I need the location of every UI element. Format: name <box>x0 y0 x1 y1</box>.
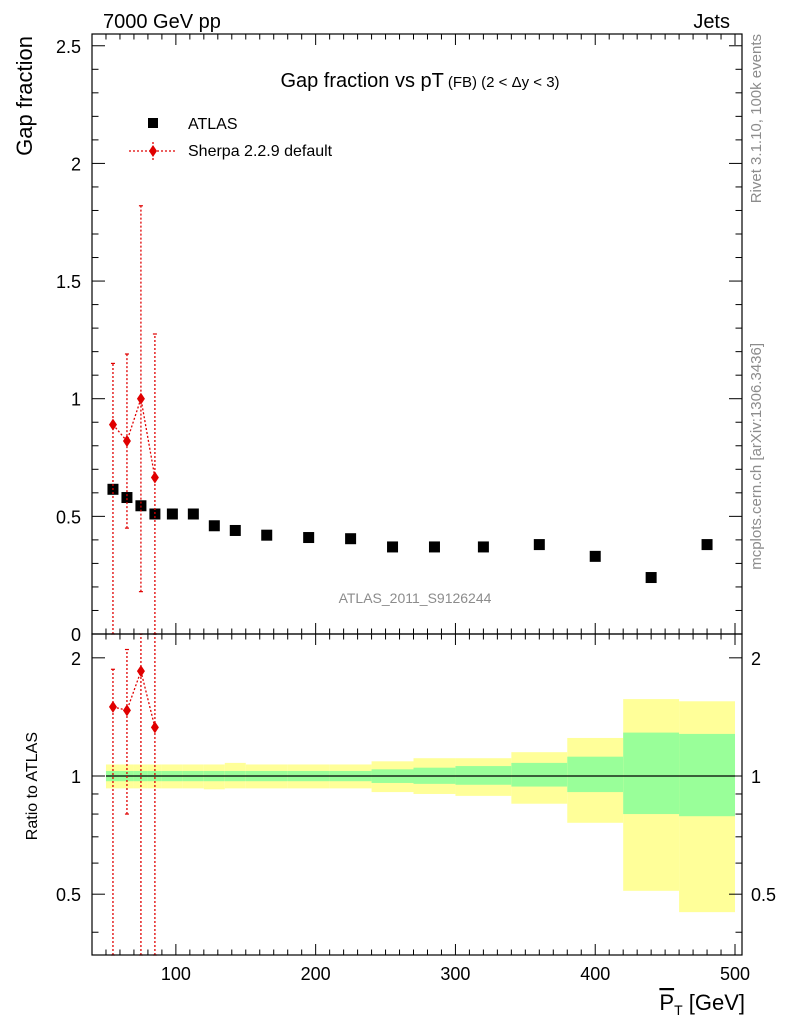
ratio-band-inner <box>567 756 624 793</box>
main-ytick-label: 0 <box>71 625 81 645</box>
ratio-xtick-label: 500 <box>720 964 750 984</box>
xlabel-subscript: T <box>674 1002 683 1018</box>
atlas-point <box>345 533 357 545</box>
sherpa-ratio-point <box>150 721 159 734</box>
ratio-panel: 100 200 300 400 500 0.5 0.5 1 1 2 2 <box>56 633 776 984</box>
legend-sherpa-marker <box>149 145 157 157</box>
atlas-point <box>387 541 399 553</box>
rivet-label: Rivet 3.1.10, 100k events <box>748 34 765 203</box>
ratio-ytick-label-right: 2 <box>751 649 761 669</box>
atlas-point <box>645 572 657 584</box>
legend-atlas-label: ATLAS <box>188 116 238 133</box>
plot-title-sub: (FB) (2 < Δy < 3) <box>448 74 560 91</box>
atlas-point <box>701 539 713 551</box>
xlabel-symbol: P <box>659 990 674 1015</box>
atlas-point <box>208 520 220 532</box>
legend: ATLAS Sherpa 2.2.9 default <box>129 116 333 161</box>
plot-title: Gap fraction vs pT (FB) (2 < Δy < 3) <box>280 70 559 92</box>
main-ytick-label: 1 <box>71 390 81 410</box>
plot-title-main: Gap fraction vs pT <box>280 70 443 92</box>
ratio-ytick-label-right: 1 <box>751 767 761 787</box>
ratio-xtick-label: 300 <box>440 964 470 984</box>
sherpa-point <box>122 435 131 448</box>
ratio-xtick-label: 200 <box>301 964 331 984</box>
ratio-band-inner <box>679 733 736 817</box>
atlas-point <box>477 541 489 553</box>
sherpa-line <box>112 398 156 478</box>
sherpa-point <box>136 392 145 405</box>
atlas-point <box>121 492 133 504</box>
sherpa-ratio-point <box>136 665 145 678</box>
ratio-ytick-label-right: 0.5 <box>751 885 776 905</box>
main-ytick-label: 1.5 <box>56 272 81 292</box>
ratio-band-inner <box>511 762 568 787</box>
ratio-band-inner <box>623 732 680 815</box>
analysis-watermark: ATLAS_2011_S9126244 <box>339 590 492 606</box>
sherpa-point <box>108 418 117 431</box>
atlas-point <box>428 541 440 553</box>
sherpa-ratio-line <box>112 668 156 728</box>
legend-sherpa-label: Sherpa 2.2.9 default <box>188 143 333 160</box>
atlas-point <box>261 529 273 541</box>
ratio-xlabel: PT [GeV] <box>659 990 745 1018</box>
ratio-xtick-label: 400 <box>580 964 610 984</box>
header-process-label: Jets <box>693 11 730 33</box>
ratio-ytick-label-left: 1 <box>71 767 81 787</box>
mcplots-label: mcplots.cern.ch [arXiv:1306.3436] <box>748 343 765 570</box>
atlas-point <box>229 524 241 536</box>
ratio-frame <box>91 633 743 956</box>
sherpa-ratio-point <box>108 700 117 713</box>
header-beam-label: 7000 GeV pp <box>103 11 221 33</box>
sherpa-point <box>150 471 159 484</box>
main-ylabel: Gap fraction <box>12 36 37 156</box>
atlas-point <box>589 550 601 562</box>
atlas-point <box>166 508 178 520</box>
ratio-ytick-label-left: 0.5 <box>56 885 81 905</box>
sherpa-ratio-point <box>122 704 131 717</box>
legend-atlas-marker <box>148 118 158 128</box>
atlas-point <box>303 532 315 544</box>
main-ytick-label: 2 <box>71 154 81 174</box>
ratio-ylabel: Ratio to ATLAS <box>24 732 41 840</box>
ratio-xtick-label: 100 <box>161 964 191 984</box>
xlabel-unit: [GeV] <box>683 990 745 1015</box>
main-panel: 0 0.5 1 1.5 2 2.5 <box>56 33 743 645</box>
ratio-ytick-label-left: 2 <box>71 649 81 669</box>
main-ytick-label: 2.5 <box>56 37 81 57</box>
atlas-point <box>533 539 545 551</box>
main-ytick-label: 0.5 <box>56 507 81 527</box>
atlas-point <box>187 508 199 520</box>
